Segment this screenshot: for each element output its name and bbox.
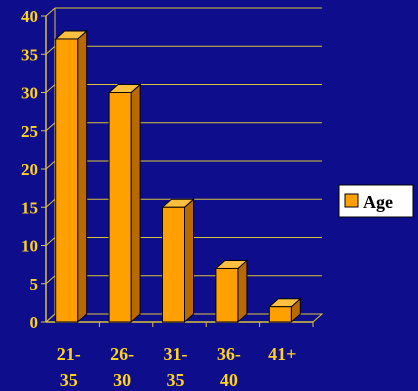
y-tick-label: 15 [21, 198, 38, 217]
x-tick-label-line: 35 [167, 370, 185, 390]
x-tick-label: 41+ [268, 344, 296, 364]
gridline-diagonal [45, 84, 56, 93]
gridline-diagonal [45, 275, 56, 285]
y-tick-label: 25 [21, 122, 38, 141]
x-tick-label-line: 35 [60, 370, 78, 390]
bar-front [268, 306, 292, 323]
x-tick-label-line: 36- [217, 344, 241, 364]
legend: Age [338, 184, 414, 218]
gridline-diagonal [45, 122, 56, 132]
gridline-diagonal [45, 45, 56, 55]
legend-label: Age [363, 192, 393, 212]
bar-front [162, 206, 185, 323]
x-tick-label-line: 40 [220, 370, 238, 390]
bar [267, 297, 302, 324]
x-tick-label-line: 26- [110, 344, 134, 364]
gridline-diagonal [45, 198, 56, 208]
bar-front [55, 38, 79, 323]
x-tick-label-line: 30 [113, 370, 131, 390]
bar-side [237, 259, 248, 324]
y-tick-label: 20 [21, 160, 38, 179]
y-tick-label: 0 [30, 313, 39, 332]
y-tick-label: 35 [21, 45, 38, 64]
y-tick-label: 40 [21, 7, 38, 26]
bar-front [215, 267, 239, 323]
gridline-diagonal [45, 237, 56, 246]
bars [54, 29, 302, 324]
bar [161, 198, 195, 324]
bar-side [184, 198, 194, 324]
y-tick-label: 5 [30, 275, 39, 294]
x-tick-label-line: 31- [164, 344, 188, 364]
bar-side [130, 83, 141, 324]
bar [107, 83, 142, 324]
gridline-diagonal [45, 160, 56, 170]
x-tick-label-line: 21- [57, 344, 81, 364]
x-tick-label: 21-35 [57, 344, 81, 390]
x-tick-label: 31-35 [164, 344, 188, 390]
x-tick-label: 26-30 [110, 344, 134, 390]
bar-front [108, 92, 132, 323]
y-tick-label: 10 [21, 237, 38, 256]
bar [54, 29, 89, 324]
legend-swatch [344, 193, 359, 208]
y-tick-label: 30 [21, 84, 38, 103]
x-tick-label: 36-40 [217, 344, 241, 390]
x-tick-label-line: 41+ [268, 344, 296, 364]
y-tick-labels: 0 5 10 15 20 25 30 35 40 [21, 7, 38, 332]
bar [214, 259, 249, 324]
gridline-diagonal [45, 7, 56, 17]
bar-side [77, 29, 88, 324]
